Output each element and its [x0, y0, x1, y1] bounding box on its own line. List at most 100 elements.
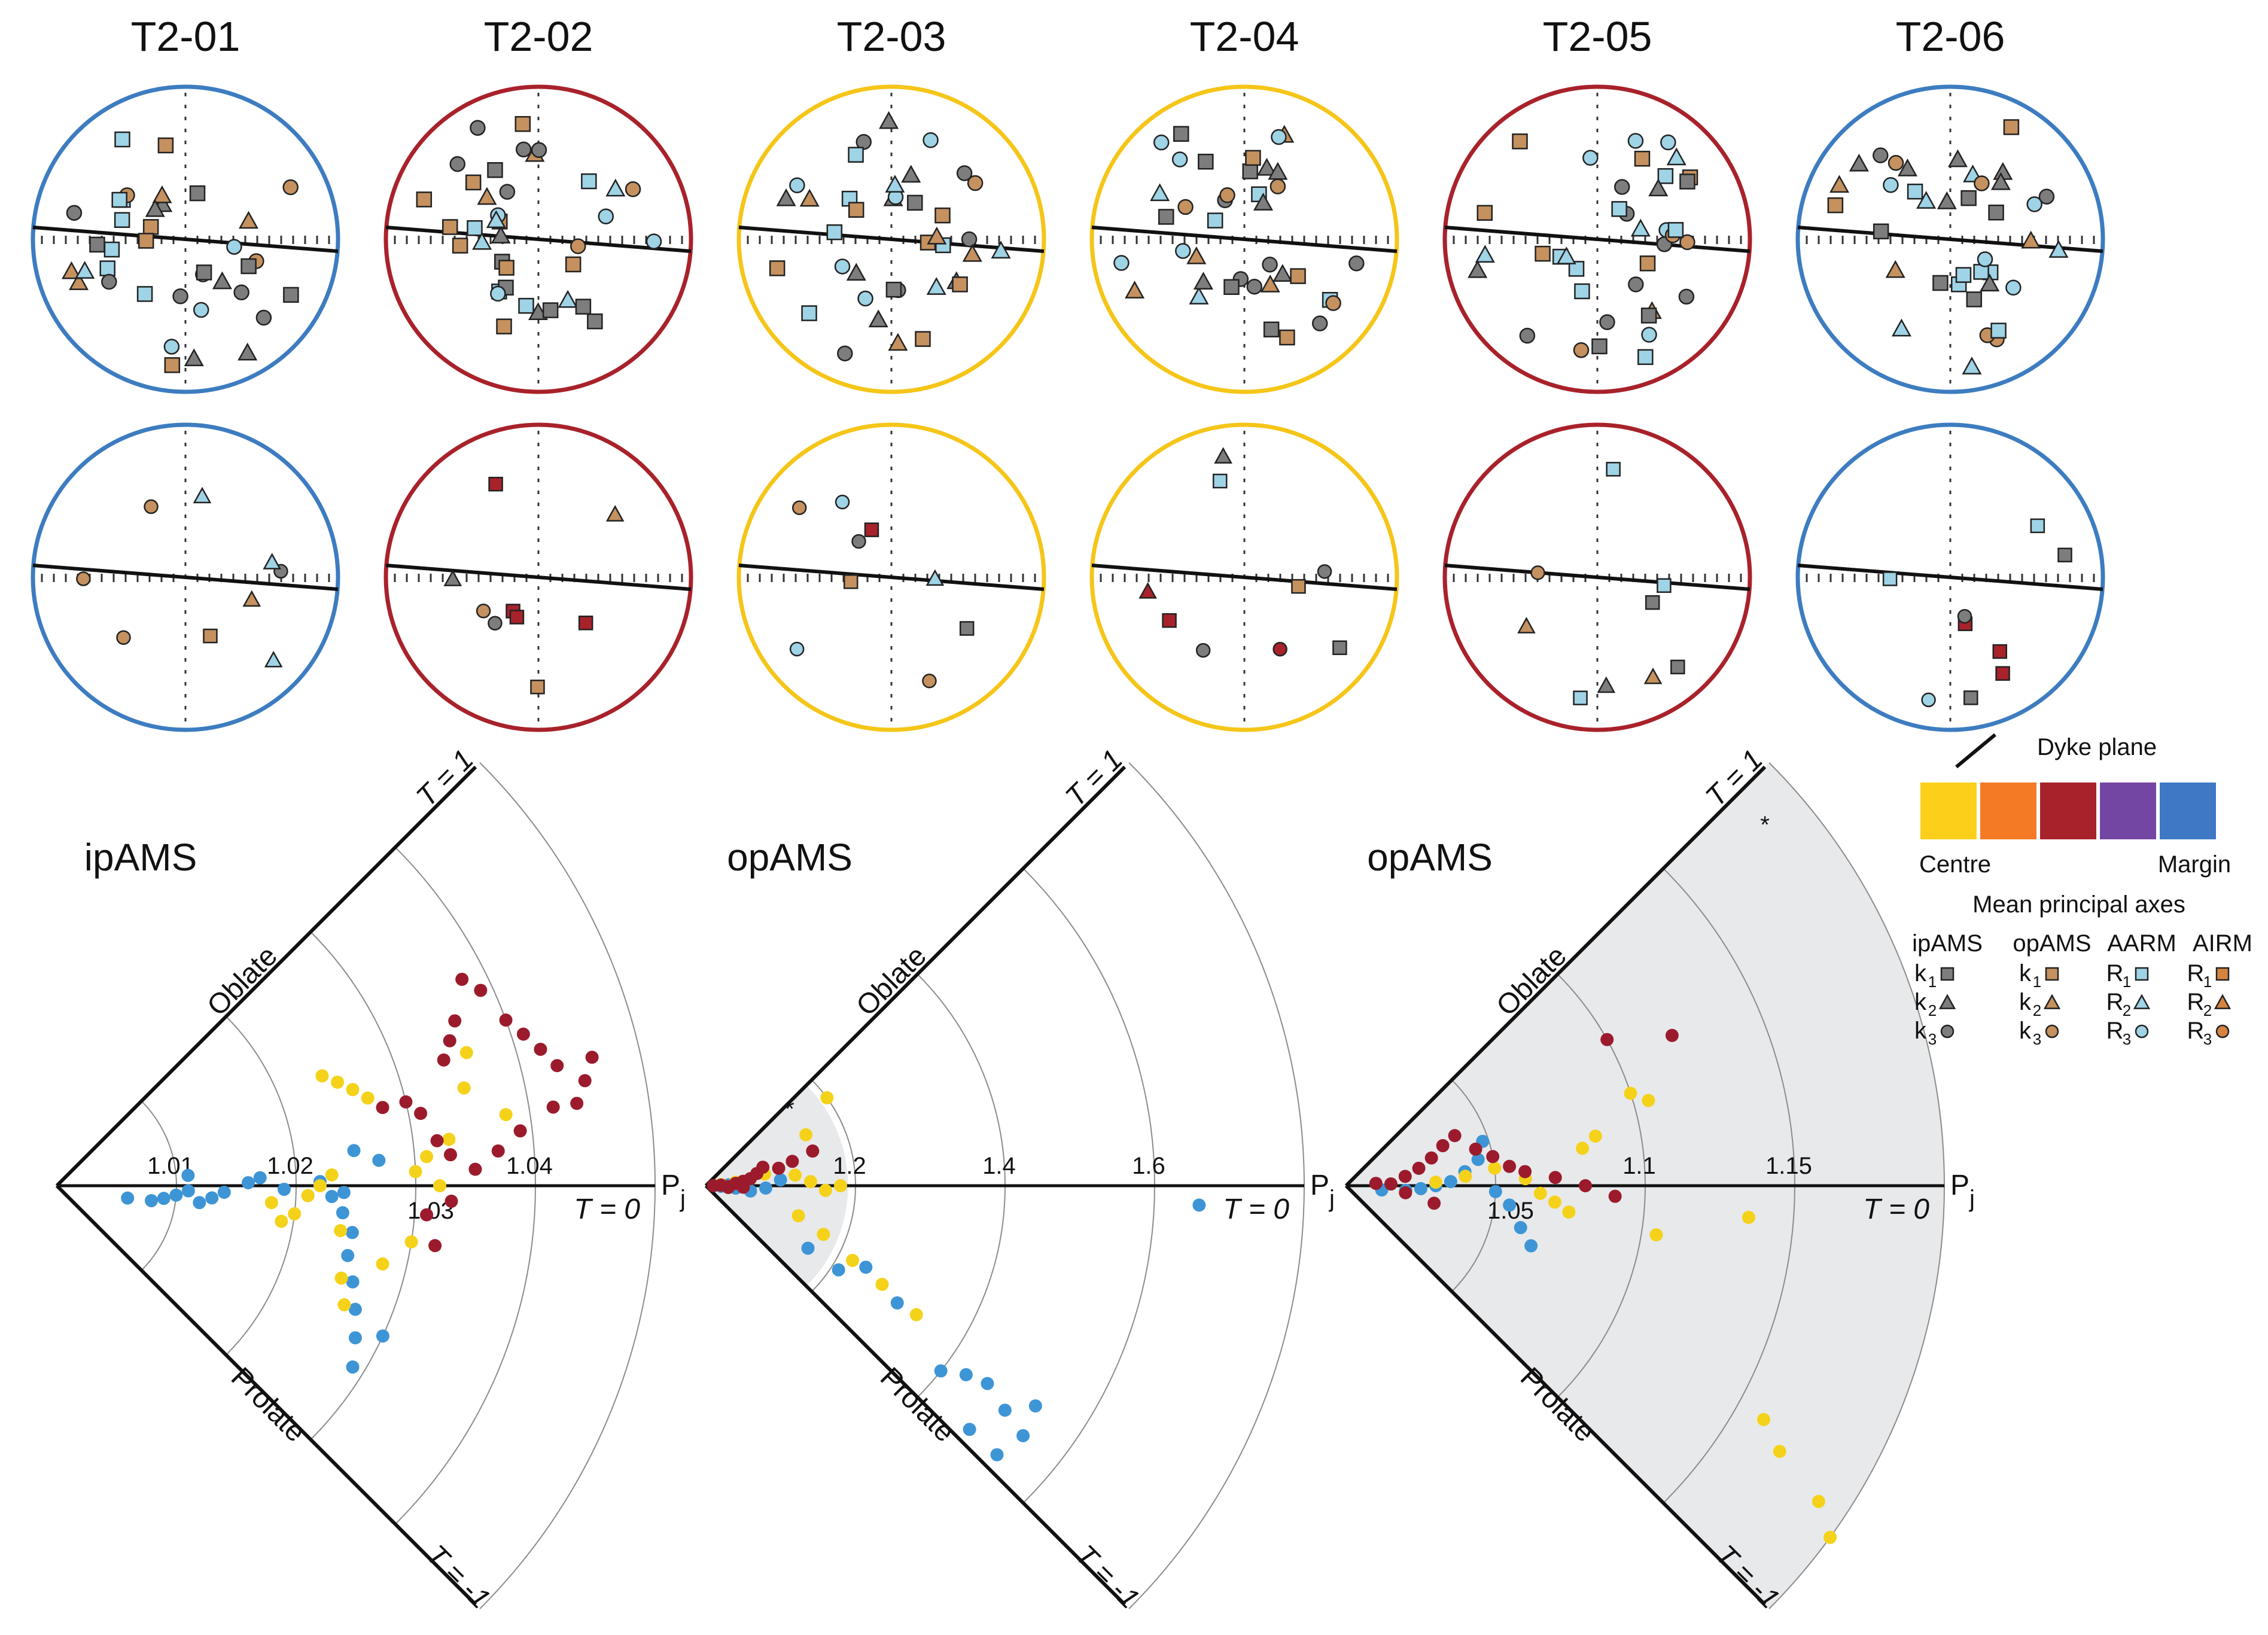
- dyke-plane-line: [1091, 564, 1398, 591]
- circle-marker: [1660, 134, 1676, 151]
- data-point-red: [546, 1100, 560, 1114]
- pj-label: P: [1950, 1170, 1969, 1201]
- circle-marker: [1171, 151, 1188, 168]
- data-point-red: [376, 1101, 389, 1115]
- data-point-red: [516, 1027, 530, 1041]
- data-point-margin: [998, 1403, 1012, 1417]
- data-point-red: [1518, 1165, 1532, 1179]
- square-marker: [1657, 578, 1672, 593]
- stereonet-t2-03-mean: [736, 422, 1046, 732]
- pj-label: P: [661, 1170, 680, 1201]
- dyke-plane-line: [385, 564, 692, 591]
- data-points: [707, 1091, 1206, 1462]
- legend-axis-subscript: 2: [2033, 1001, 2041, 1019]
- data-point-red: [414, 1107, 428, 1121]
- square-marker: [1992, 644, 2008, 659]
- data-point-margin: [193, 1196, 206, 1210]
- square-marker: [1512, 133, 1528, 150]
- t-zero-label: T = 0: [574, 1193, 640, 1225]
- triangle-marker: [1150, 183, 1170, 202]
- data-point-red: [786, 1155, 799, 1168]
- data-point-margin: [157, 1192, 171, 1205]
- pj-arc: [479, 762, 656, 1609]
- legend-axis-subscript: 3: [2123, 1030, 2131, 1048]
- dyke-plane-line: [1444, 226, 1751, 253]
- circle-marker: [193, 302, 209, 318]
- circle-marker: [1883, 176, 1899, 193]
- square-marker: [1173, 126, 1189, 142]
- triangle-marker: [1980, 273, 2000, 292]
- triangle-legend-marker: [1938, 994, 1956, 1009]
- square-marker: [1882, 571, 1898, 586]
- data-point-centre: [337, 1298, 351, 1311]
- data-point-centre: [1548, 1195, 1561, 1209]
- data-point-centre: [1742, 1210, 1755, 1224]
- data-point-margin: [348, 1302, 362, 1316]
- triangle-marker: [263, 553, 282, 570]
- square-marker: [1611, 201, 1627, 217]
- data-point-margin: [1016, 1429, 1030, 1442]
- legend-axis-label: R: [2187, 960, 2205, 987]
- legend-axis-label: k: [1914, 960, 1927, 987]
- triangle-marker: [1214, 447, 1232, 464]
- pj-subscript: j: [1969, 1186, 1975, 1212]
- square-legend-marker: [2135, 967, 2149, 981]
- triangle-marker: [2048, 240, 2069, 258]
- square-marker: [769, 260, 786, 276]
- circle-marker: [1317, 564, 1332, 579]
- triangle-marker: [879, 111, 899, 129]
- square-marker: [934, 207, 951, 224]
- square-marker: [442, 219, 458, 235]
- triangle-marker: [212, 271, 232, 290]
- data-point-centre: [288, 1207, 302, 1221]
- data-point-red: [499, 1013, 513, 1027]
- stereonet-outline: [383, 422, 693, 732]
- circle-marker: [226, 239, 242, 255]
- circle-marker: [1627, 133, 1644, 149]
- legend: Dyke plane Centre Margin Mean principal axe…: [1912, 733, 2252, 1048]
- circle-marker: [1582, 150, 1599, 166]
- triangle-marker: [846, 263, 866, 281]
- data-point-centre: [334, 1224, 348, 1238]
- data-point-red: [550, 1059, 564, 1073]
- oblate-label: Oblate: [201, 940, 283, 1022]
- data-point-centre: [1488, 1161, 1502, 1175]
- square-marker: [801, 305, 817, 321]
- data-point-margin: [774, 1173, 787, 1187]
- data-point-margin: [341, 1249, 355, 1262]
- data-point-margin: [1488, 1185, 1502, 1198]
- circle-marker: [598, 208, 614, 225]
- triangle-marker: [558, 290, 578, 308]
- data-point-centre: [442, 1132, 456, 1146]
- square-marker: [1932, 275, 1949, 291]
- data-point-red: [399, 1095, 413, 1109]
- data-point-centre: [846, 1253, 860, 1267]
- triangle-marker: [1849, 153, 1869, 172]
- circle-marker: [1921, 692, 1936, 708]
- circle-marker: [476, 604, 491, 619]
- square-marker: [283, 287, 299, 303]
- square-marker: [2030, 518, 2045, 534]
- square-marker: [1827, 197, 1844, 214]
- data-point-red: [1503, 1159, 1517, 1173]
- dyke-plane-line: [1797, 564, 2103, 591]
- circle-marker: [2038, 188, 2055, 205]
- oblate-arm: [55, 765, 477, 1188]
- data-point-margin: [348, 1331, 362, 1345]
- legend-column-aarm: AARM: [2107, 930, 2176, 957]
- circle-marker: [1573, 342, 1590, 358]
- site-label-t2-02: T2-02: [484, 13, 593, 60]
- square-marker: [1637, 349, 1654, 366]
- triangle-marker: [1260, 275, 1280, 293]
- data-point-margin: [337, 1186, 351, 1199]
- stereonet-t2-01-mean: [31, 422, 340, 732]
- square-marker: [864, 522, 879, 537]
- circle-marker: [1530, 565, 1545, 580]
- circle-marker: [923, 132, 939, 148]
- circle-marker: [1679, 234, 1695, 251]
- square-marker: [1963, 690, 1978, 705]
- pj-tick-label: 1.15: [1765, 1153, 1812, 1179]
